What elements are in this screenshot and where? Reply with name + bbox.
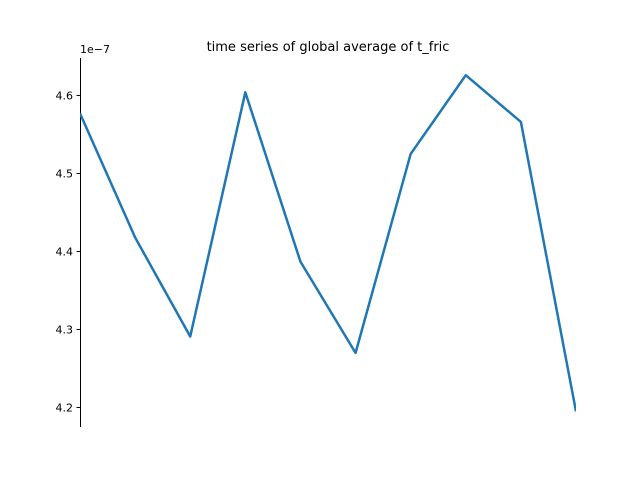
- y-axis-offset-label: 1e−7: [80, 43, 110, 56]
- y-tick-label: 4.5: [56, 167, 74, 180]
- y-tick-label: 4.3: [56, 323, 74, 336]
- y-tick-label: 4.2: [56, 401, 74, 414]
- y-tick-label: 4.4: [56, 245, 74, 258]
- chart-title: time series of global average of t_fric: [207, 40, 450, 55]
- y-ticks: 4.2 4.3 4.4 4.5 4.6: [56, 89, 80, 414]
- series-line: [80, 73, 576, 412]
- y-tick-label: 4.6: [56, 89, 74, 102]
- plot-area: [80, 73, 576, 412]
